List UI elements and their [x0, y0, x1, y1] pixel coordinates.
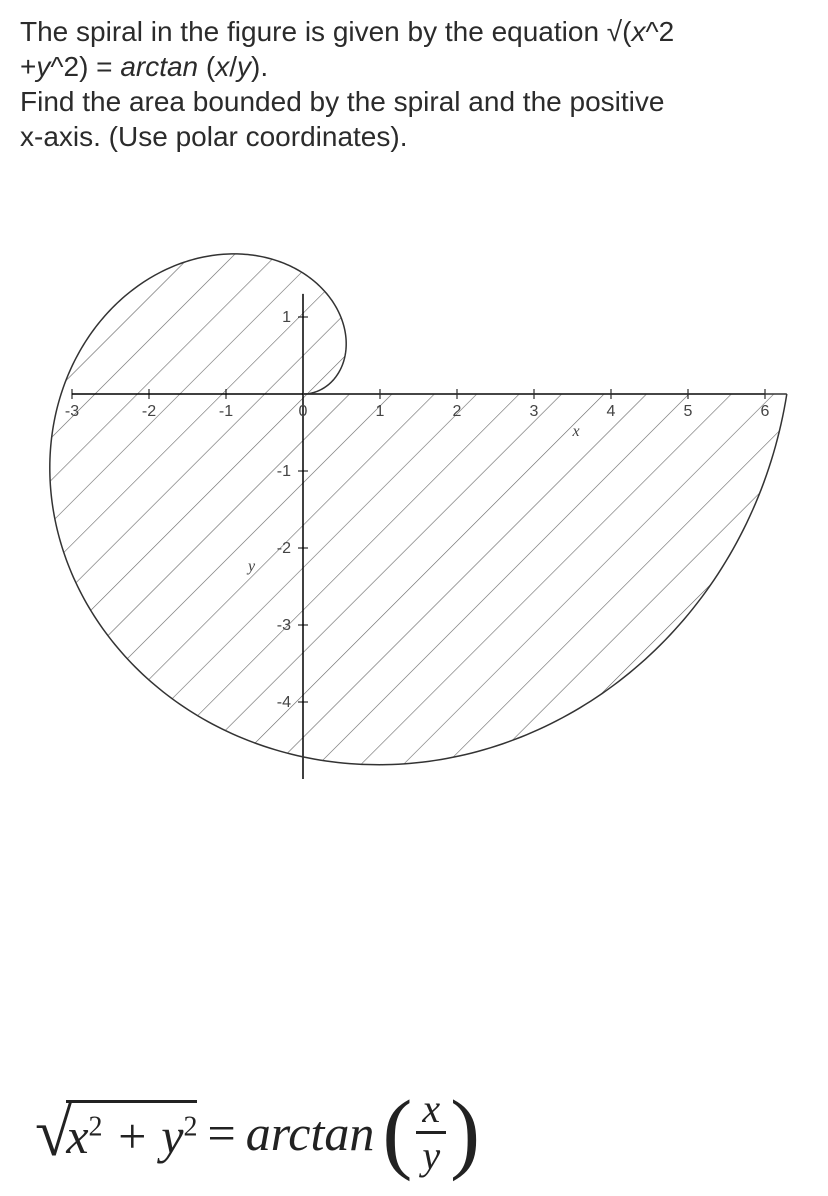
eq-equals: = [207, 1104, 235, 1162]
text-line2d: arctan [120, 51, 198, 82]
svg-text:0: 0 [299, 403, 308, 420]
text-line2a: + [20, 51, 36, 82]
text-line2c: ^2) = [50, 51, 120, 82]
eq-y: y [161, 1108, 183, 1164]
eq-sup1: 2 [89, 1111, 103, 1142]
text-line2f: x [215, 51, 229, 82]
eq-plus: + [103, 1108, 162, 1164]
svg-text:-3: -3 [277, 617, 291, 634]
text-line4: x-axis. (Use polar coordinates). [20, 121, 407, 152]
frac-den: y [416, 1134, 446, 1176]
svg-text:-2: -2 [142, 403, 156, 420]
eq-x: x [66, 1108, 88, 1164]
text-line2h: y [237, 51, 251, 82]
svg-text:-1: -1 [277, 463, 291, 480]
text-line2i: ). [251, 51, 268, 82]
svg-text:4: 4 [607, 403, 616, 420]
svg-text:x: x [572, 423, 580, 440]
spiral-plot-svg: -3 -2 -1 0 1 2 3 4 5 6 1 -1 -2 -3 -4 x y [20, 214, 808, 834]
problem-statement: The spiral in the figure is given by the… [20, 14, 808, 154]
frac-num: x [416, 1089, 446, 1134]
fraction: x y [416, 1089, 446, 1176]
svg-text:-2: -2 [277, 540, 291, 557]
text-line1b: x [632, 16, 646, 47]
svg-text:y: y [246, 558, 256, 575]
spiral-figure: -3 -2 -1 0 1 2 3 4 5 6 1 -1 -2 -3 -4 x y [20, 214, 808, 854]
text-line2b: y [36, 51, 50, 82]
eq-arctan: arctan [246, 1104, 375, 1162]
paren-right: ) [450, 1097, 480, 1169]
equation-display: √ x2 + y2 = arctan ( x y ) [35, 1089, 480, 1176]
text-line1c: ^2 [646, 16, 675, 47]
svg-text:1: 1 [376, 403, 385, 420]
sqrt-bar: x2 + y2 [66, 1100, 197, 1165]
svg-text:5: 5 [684, 403, 693, 420]
svg-text:6: 6 [761, 403, 770, 420]
svg-text:-3: -3 [65, 403, 79, 420]
svg-text:3: 3 [530, 403, 539, 420]
eq-sup2: 2 [183, 1111, 197, 1142]
svg-text:1: 1 [282, 309, 291, 326]
svg-text:-1: -1 [219, 403, 233, 420]
text-line2g: / [229, 51, 237, 82]
eq-fraction-group: ( x y ) [382, 1089, 480, 1176]
svg-text:-4: -4 [277, 694, 291, 711]
text-line3: Find the area bounded by the spiral and … [20, 86, 664, 117]
paren-left: ( [382, 1097, 412, 1169]
text-line2e: ( [198, 51, 215, 82]
svg-text:2: 2 [453, 403, 462, 420]
text-line1a: The spiral in the figure is given by the… [20, 16, 632, 47]
